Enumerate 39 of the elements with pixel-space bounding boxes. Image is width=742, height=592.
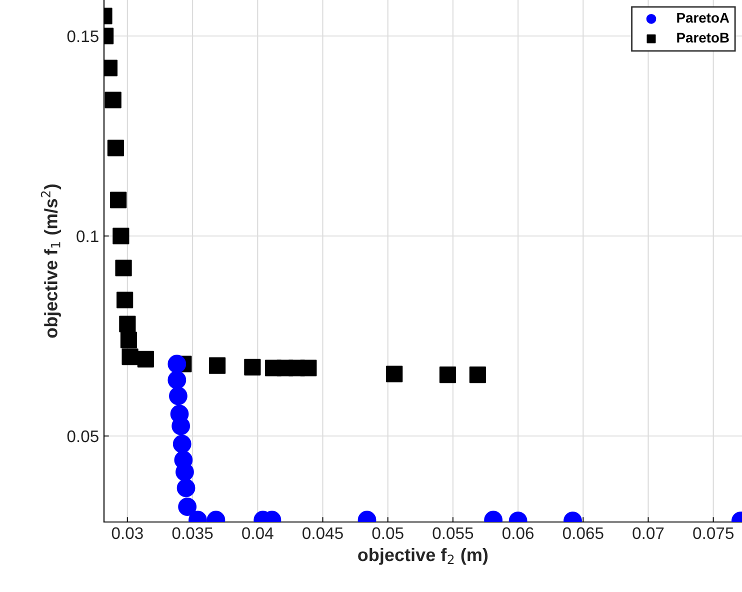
point — [107, 140, 124, 156]
x-tick-label: 0.03 — [112, 527, 143, 540]
x-tick-label: 0.06 — [502, 527, 534, 540]
point — [110, 192, 127, 208]
point — [104, 92, 122, 108]
x-tick-label: 0.07 — [632, 527, 664, 540]
x-tick-label: 0.05 — [372, 527, 404, 540]
point — [112, 228, 130, 244]
point — [116, 292, 134, 308]
point — [300, 360, 317, 376]
point — [244, 358, 261, 376]
point — [178, 498, 197, 516]
point — [172, 434, 192, 454]
x-tick-label: 0.045 — [302, 527, 343, 540]
point — [120, 332, 138, 348]
y-tick-label: 0.15 — [67, 30, 98, 42]
x-tick-label: 0.065 — [562, 527, 604, 540]
point — [137, 350, 154, 368]
x-tick-label: 0.04 — [242, 527, 274, 540]
x-tick-label: 0.075 — [693, 527, 734, 540]
point — [208, 357, 226, 374]
y-tick-label: 0.1 — [76, 230, 98, 242]
point — [439, 366, 456, 384]
y-tick-label: 0.05 — [67, 430, 98, 442]
x-tick-label: 0.055 — [432, 527, 474, 540]
point — [169, 386, 188, 406]
point — [176, 478, 196, 498]
legend-label: ParetoA — [677, 13, 730, 23]
point — [386, 366, 403, 382]
x-tick-label: 0.035 — [172, 527, 213, 540]
point — [168, 370, 186, 390]
point — [119, 316, 136, 332]
point — [469, 366, 486, 384]
point — [122, 348, 138, 366]
legend-label: ParetoB — [677, 32, 729, 43]
point — [115, 260, 132, 276]
y-axis-title: objective f$_{1}$ (m/s$^{2}$) — [40, 184, 61, 338]
x-axis-title: objective f$_{2}$ (m) — [358, 548, 488, 565]
point — [168, 354, 186, 374]
